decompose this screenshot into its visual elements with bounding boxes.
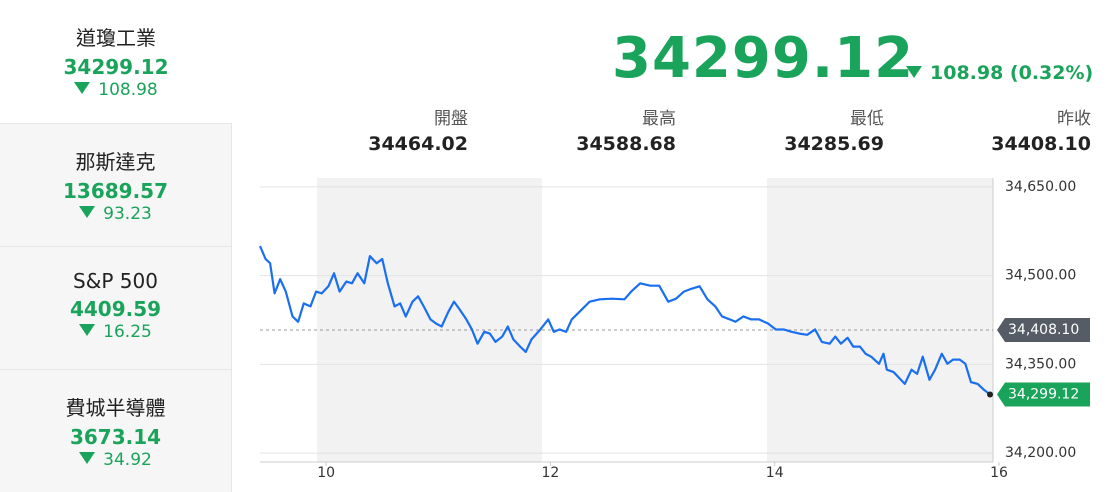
stat-label: 開盤 xyxy=(434,109,468,129)
y-tick-label: 34,650.00 xyxy=(1005,179,1076,195)
change-text: 108.98 xyxy=(98,80,158,100)
index-value: 34299.12 xyxy=(63,55,169,79)
stat-label: 最低 xyxy=(850,109,884,129)
last-point xyxy=(987,391,994,398)
session-band xyxy=(317,178,542,462)
index-change: 93.23 xyxy=(0,204,231,224)
change-text: 93.23 xyxy=(103,204,152,224)
price-line xyxy=(258,245,991,396)
index-name: 那斯達克 xyxy=(75,150,156,174)
prev-close-badge xyxy=(997,317,1090,342)
stat-value: 34588.68 xyxy=(576,133,676,155)
index-item[interactable]: S&P 500 4409.59 16.25 xyxy=(0,246,232,369)
index-item[interactable]: 費城半導體 3673.14 34.92 xyxy=(0,369,232,492)
x-tick-label: 14 xyxy=(766,465,784,481)
stat-label: 最高 xyxy=(642,109,676,129)
index-value: 4409.59 xyxy=(69,297,162,321)
last-price-badge xyxy=(997,382,1090,407)
index-name: S&P 500 xyxy=(73,269,158,293)
change-text: 108.98 (0.32%) xyxy=(930,62,1094,84)
stat-value: 34464.02 xyxy=(368,133,468,155)
index-name: 費城半導體 xyxy=(65,396,166,420)
stat-label: 昨收 xyxy=(1057,109,1091,129)
index-item[interactable]: 道瓊工業 34299.12 108.98 xyxy=(0,0,232,123)
current-value: 34299.12 xyxy=(612,26,915,91)
index-name: 道瓊工業 xyxy=(76,26,156,50)
down-icon xyxy=(79,452,96,464)
y-tick-label: 34,350.00 xyxy=(1005,356,1076,372)
down-icon xyxy=(74,82,91,94)
index-change: 34.92 xyxy=(0,450,231,470)
x-tick-label: 10 xyxy=(317,465,335,481)
down-icon xyxy=(906,66,922,78)
index-value: 3673.14 xyxy=(69,425,162,449)
prev-close-label: 34,408.10 xyxy=(1008,322,1079,338)
change-text: 34.92 xyxy=(103,450,152,470)
stat-value: 34408.10 xyxy=(991,133,1091,155)
down-icon xyxy=(79,324,96,336)
y-tick-label: 34,500.00 xyxy=(1005,268,1076,284)
session-band xyxy=(767,178,993,462)
down-icon xyxy=(79,206,96,218)
index-item[interactable]: 那斯達克 13689.57 93.23 xyxy=(0,123,232,246)
current-change: 108.98 (0.32%) xyxy=(906,62,1093,84)
x-tick-label: 12 xyxy=(542,465,560,481)
index-change: 108.98 xyxy=(0,80,232,100)
sidebar: 道瓊工業 34299.12 108.98 那斯達克 13689.57 93.23 S&P 5… xyxy=(0,0,232,492)
change-text: 16.25 xyxy=(103,322,152,342)
index-change: 16.25 xyxy=(0,322,231,342)
x-tick-label: 16 xyxy=(990,465,1008,481)
y-tick-label: 34,200.00 xyxy=(1005,445,1076,461)
last-price-label: 34,299.12 xyxy=(1008,386,1079,402)
index-value: 13689.57 xyxy=(62,179,168,203)
stat-value: 34285.69 xyxy=(784,133,884,155)
